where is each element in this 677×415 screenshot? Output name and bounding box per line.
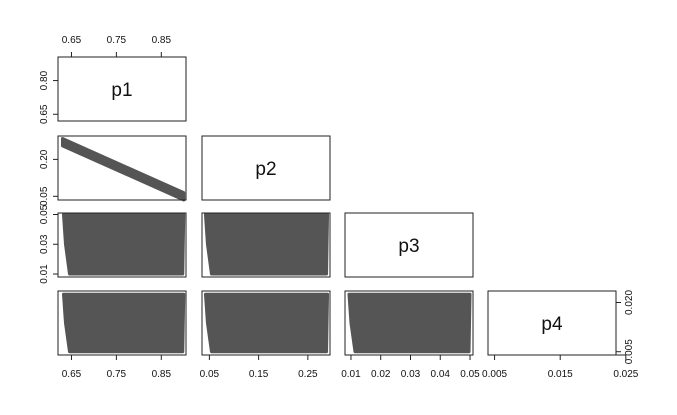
top-tick-label-p1: 0.65 bbox=[62, 35, 82, 46]
variable-label-p2: p2 bbox=[255, 159, 276, 180]
variable-label-p4: p4 bbox=[541, 314, 563, 335]
point-cloud-p3-p4 bbox=[347, 292, 472, 354]
bottom-tick-label-p3: 0.03 bbox=[401, 369, 421, 380]
bottom-tick-label-p3: 0.02 bbox=[371, 369, 391, 380]
point-cloud-p1-p2 bbox=[60, 136, 186, 202]
variable-label-p3: p3 bbox=[398, 236, 419, 257]
points-layer bbox=[60, 136, 472, 354]
bottom-tick-label-p2: 0.05 bbox=[200, 369, 220, 380]
top-tick-label-p1: 0.85 bbox=[152, 35, 172, 46]
right-axis-p4-tick-label: 0.020 bbox=[624, 290, 635, 315]
bottom-tick-label-p3: 0.05 bbox=[460, 369, 480, 380]
left-axis-p3-tick-label: 0.03 bbox=[39, 234, 50, 254]
bottom-tick-label-p2: 0.25 bbox=[298, 369, 318, 380]
bottom-tick-label-p4: 0.005 bbox=[482, 369, 507, 380]
point-cloud-p2-p4 bbox=[203, 292, 330, 354]
top-tick-label-p1: 0.75 bbox=[107, 35, 127, 46]
bottom-tick-label-p3: 0.04 bbox=[431, 369, 451, 380]
bottom-tick-label-p4: 0.015 bbox=[548, 369, 573, 380]
bottom-tick-label-p2: 0.15 bbox=[249, 369, 269, 380]
bottom-tick-label-p1: 0.75 bbox=[107, 369, 127, 380]
diagonal-panel-p2 bbox=[201, 135, 331, 201]
point-cloud-p2-p3 bbox=[203, 212, 330, 276]
point-cloud-p1-p3 bbox=[61, 212, 186, 276]
bottom-tick-label-p4: 0.025 bbox=[613, 369, 638, 380]
left-axis-p3-tick-label: 0.05 bbox=[39, 204, 50, 224]
right-axis-p4-tick-label: 0.005 bbox=[624, 339, 635, 364]
axes-layer: 0.65 0.75 0.85 0.65 0.80 0.05 0.20 0.01 0.03 0.05… bbox=[39, 35, 639, 380]
left-axis-p1-tick-label: 0.65 bbox=[39, 104, 50, 124]
left-axis-p3-tick-label: 0.01 bbox=[39, 264, 50, 284]
left-axis-p1-tick-label: 0.80 bbox=[39, 70, 50, 90]
diagonal-panel-p3 bbox=[344, 212, 474, 278]
bottom-tick-label-p1: 0.65 bbox=[62, 369, 82, 380]
variable-label-p1: p1 bbox=[111, 80, 132, 101]
bottom-tick-label-p3: 0.01 bbox=[341, 369, 361, 380]
diagonal-labels-layer: p1 p2 p3 p4 bbox=[111, 80, 563, 335]
point-cloud-p1-p4 bbox=[61, 292, 186, 354]
bottom-tick-label-p1: 0.85 bbox=[152, 369, 172, 380]
panel-p2-p3 bbox=[201, 212, 331, 278]
left-axis-p2-tick-label: 0.05 bbox=[39, 186, 50, 206]
left-axis-p2-tick-label: 0.20 bbox=[39, 149, 50, 169]
